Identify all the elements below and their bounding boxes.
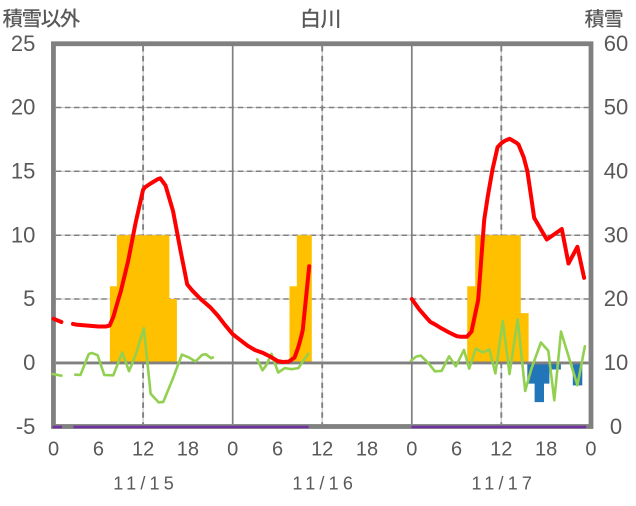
svg-text:5: 5 [23,286,35,311]
svg-text:11/15: 11/15 [113,474,178,494]
svg-text:50: 50 [604,95,628,120]
svg-text:25: 25 [11,31,35,56]
svg-text:0: 0 [610,414,622,439]
svg-text:6: 6 [93,438,104,460]
svg-text:40: 40 [604,159,628,184]
svg-text:11/17: 11/17 [471,474,536,494]
svg-text:10: 10 [604,350,628,375]
svg-text:0: 0 [406,438,417,460]
svg-text:20: 20 [604,286,628,311]
svg-text:18: 18 [356,438,378,460]
svg-text:15: 15 [11,159,35,184]
svg-text:18: 18 [535,438,557,460]
svg-text:20: 20 [11,95,35,120]
svg-text:12: 12 [132,438,154,460]
svg-text:6: 6 [451,438,462,460]
svg-text:18: 18 [177,438,199,460]
svg-text:30: 30 [604,222,628,247]
svg-text:0: 0 [48,438,59,460]
svg-text:0: 0 [585,438,596,460]
svg-text:0: 0 [227,438,238,460]
svg-text:11/16: 11/16 [292,474,357,494]
svg-text:-5: -5 [16,414,36,439]
svg-text:60: 60 [604,31,628,56]
svg-text:10: 10 [11,222,35,247]
svg-text:12: 12 [311,438,333,460]
svg-text:6: 6 [272,438,283,460]
svg-text:12: 12 [490,438,512,460]
svg-text:0: 0 [23,350,35,375]
